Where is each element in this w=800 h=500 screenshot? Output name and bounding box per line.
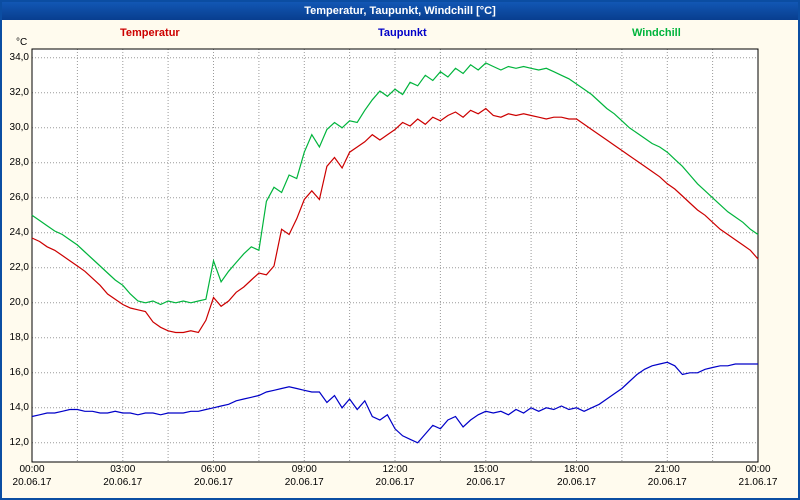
y-tick-label: 32,0	[9, 86, 29, 98]
x-tick-time-label: 15:00	[473, 464, 499, 475]
series-line-temperatur	[31, 107, 759, 334]
y-tick-label: 18,0	[9, 331, 29, 343]
series-line-taupunkt	[31, 361, 758, 444]
x-tick-time-label: 06:00	[200, 464, 227, 475]
plot-border	[31, 48, 759, 463]
y-tick-label: 14,0	[9, 401, 29, 413]
title-bar: Temperatur, Taupunkt, Windchill [°C]	[2, 2, 798, 20]
y-tick-label: 26,0	[9, 191, 29, 203]
y-axis-unit-label: °C	[16, 37, 28, 48]
y-tick-label: 22,0	[9, 261, 29, 273]
x-tick-date-label: 20.06.17	[194, 477, 233, 488]
y-tick-label: 24,0	[9, 226, 29, 238]
legend-item-temperatur: Temperatur	[120, 27, 180, 39]
y-tick-label: 34,0	[9, 51, 29, 63]
x-tick-date-label: 20.06.17	[12, 477, 52, 488]
x-tick-time-label: 12:00	[382, 464, 408, 475]
page-title: Temperatur, Taupunkt, Windchill [°C]	[304, 5, 496, 17]
y-tick-label: 16,0	[9, 366, 29, 378]
x-tick-time-label: 21:00	[654, 464, 680, 475]
x-tick-date-label: 21.06.17	[738, 477, 778, 488]
x-tick-date-label: 20.06.17	[375, 477, 415, 488]
legend-item-windchill: Windchill	[632, 27, 681, 39]
legend-item-taupunkt: Taupunkt	[378, 27, 427, 39]
x-tick-date-label: 20.06.17	[466, 477, 506, 488]
y-tick-label: 12,0	[9, 436, 29, 448]
y-tick-label: 20,0	[9, 296, 29, 308]
x-tick-date-label: 20.06.17	[557, 477, 596, 488]
x-tick-time-label: 09:00	[291, 464, 317, 475]
x-tick-date-label: 20.06.17	[103, 477, 143, 488]
x-tick-time-label: 03:00	[110, 464, 136, 475]
x-tick-time-label: 00:00	[19, 464, 45, 475]
x-tick-date-label: 20.06.17	[647, 477, 687, 488]
x-tick-date-label: 20.06.17	[284, 477, 324, 488]
y-tick-label: 28,0	[9, 156, 29, 168]
y-tick-label: 30,0	[9, 121, 29, 133]
x-tick-time-label: 00:00	[745, 464, 771, 475]
plot-background	[32, 49, 758, 462]
series-line-windchill	[31, 62, 759, 306]
x-tick-time-label: 18:00	[563, 464, 590, 475]
